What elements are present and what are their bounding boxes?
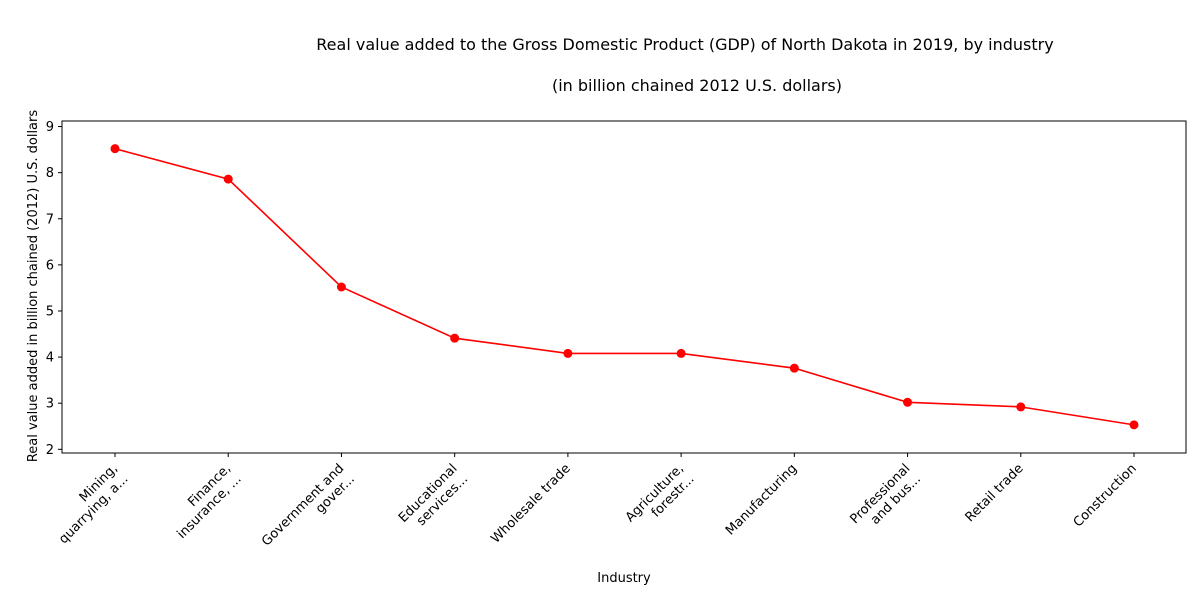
x-tick-label-line: Manufacturing [723, 461, 800, 538]
x-tick-label: Government andgover... [259, 461, 358, 560]
data-point [336, 282, 346, 292]
chart-title-line2: (in billion chained 2012 U.S. dollars) [552, 76, 842, 95]
data-point [110, 144, 120, 154]
data-point [789, 363, 799, 373]
x-tick-label: Manufacturing [723, 461, 800, 538]
data-point [223, 174, 233, 184]
data-point [903, 397, 913, 407]
x-tick-label: Construction [1071, 461, 1140, 530]
y-tick-label: 3 [46, 397, 54, 412]
y-tick-label: 6 [46, 258, 54, 273]
y-tick-label: 8 [46, 166, 54, 181]
x-axis-label: Industry [597, 571, 651, 586]
x-tick-label: Retail trade [963, 461, 1027, 525]
x-tick-label: Professionaland bus... [848, 461, 924, 537]
x-tick-label-line: Retail trade [963, 461, 1027, 525]
plot-frame [61, 120, 1187, 454]
data-point [1016, 402, 1026, 412]
y-tick-label: 4 [46, 351, 54, 366]
x-tick-label: Wholesale trade [488, 461, 573, 546]
x-tick-label: Agriculture,forestr... [623, 461, 698, 536]
x-tick-label: Mining,quarrying, a... [46, 461, 132, 547]
data-point [1129, 420, 1139, 430]
x-tick-label: Educationalservices... [396, 461, 471, 536]
x-tick-label-line: Construction [1071, 461, 1140, 530]
x-tick-label-line: Wholesale trade [488, 461, 573, 546]
data-point [450, 333, 460, 343]
y-tick-label: 9 [46, 120, 54, 135]
plot-area: 2 3 4 5 6 7 8 9 Mining,quarrying, a... Finance,in… [46, 120, 1187, 560]
y-tick-label: 7 [46, 212, 54, 227]
y-tick-label: 2 [46, 443, 54, 458]
data-point [563, 348, 573, 358]
data-point [676, 348, 686, 358]
y-tick-label: 5 [46, 304, 54, 319]
y-axis-label: Real value added in billion chained (201… [26, 110, 41, 463]
chart-title-line1: Real value added to the Gross Domestic P… [316, 35, 1053, 54]
series-line [114, 147, 1135, 426]
x-tick-label: Finance,insurance, ... [164, 461, 245, 542]
